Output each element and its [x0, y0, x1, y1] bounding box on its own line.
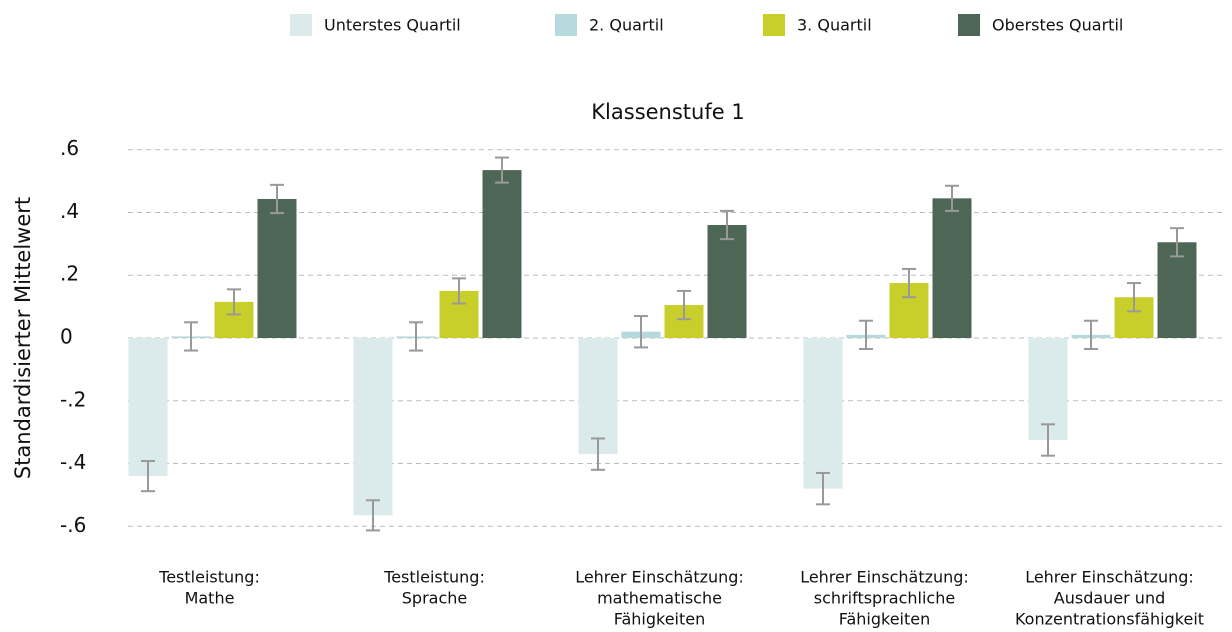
- error-bar: [677, 289, 691, 321]
- error-bar: [902, 267, 916, 299]
- x-tick-label: Fähigkeiten: [839, 610, 931, 629]
- error-bar: [1170, 227, 1184, 258]
- legend-label: 2. Quartil: [589, 16, 664, 35]
- x-tick-label: Lehrer Einschätzung:: [1025, 568, 1194, 587]
- error-bar: [720, 209, 734, 241]
- legend-label: 3. Quartil: [797, 16, 872, 35]
- legend-swatch: [763, 14, 785, 36]
- x-tick-label: Mathe: [185, 589, 235, 608]
- error-bar: [1127, 282, 1141, 313]
- error-bar: [366, 499, 380, 532]
- legend-label: Unterstes Quartil: [324, 16, 461, 35]
- y-tick-label: .2: [60, 262, 79, 286]
- x-tick-label: Lehrer Einschätzung:: [800, 568, 969, 587]
- x-tick-label: Ausdauer und: [1054, 589, 1165, 608]
- bar: [128, 338, 168, 477]
- bar: [482, 170, 522, 338]
- y-tick-label: .6: [60, 136, 79, 160]
- error-bar: [141, 460, 155, 493]
- x-tick-label: Konzentrationsfähigkeit: [1015, 610, 1204, 629]
- legend-swatch: [555, 14, 577, 36]
- error-bar: [591, 437, 605, 471]
- y-tick-label: 0: [60, 325, 73, 349]
- x-tick-label: mathematische: [597, 589, 722, 608]
- legend-swatch: [290, 14, 312, 36]
- error-bar: [270, 183, 284, 215]
- x-tick-label: Lehrer Einschätzung:: [575, 568, 744, 587]
- y-axis-label: Standardisierter Mittelwert: [11, 197, 35, 479]
- bar: [803, 338, 843, 489]
- error-bar: [409, 321, 423, 352]
- error-bar: [816, 471, 830, 506]
- y-tick-label: .4: [60, 199, 79, 223]
- error-bar: [1084, 319, 1098, 350]
- error-bar: [184, 321, 198, 352]
- bar: [1028, 338, 1068, 440]
- bar: [1157, 242, 1197, 338]
- y-tick-label: -.6: [60, 513, 86, 537]
- error-bar: [859, 319, 873, 350]
- x-tick-label: Testleistung:: [158, 568, 260, 587]
- y-tick-label: -.2: [60, 387, 86, 411]
- legend-swatch: [958, 14, 980, 36]
- chart-title: Klassenstufe 1: [591, 100, 744, 124]
- error-bar: [634, 315, 648, 349]
- error-bar: [227, 288, 241, 316]
- bar: [353, 338, 393, 516]
- y-tick-label: -.4: [60, 450, 86, 474]
- error-bar: [945, 184, 959, 212]
- x-tick-label: Fähigkeiten: [614, 610, 706, 629]
- x-tick-label: schriftsprachliche: [814, 589, 955, 608]
- error-bar: [1041, 423, 1055, 457]
- bar: [257, 198, 297, 338]
- bar: [707, 225, 747, 338]
- error-bar: [495, 156, 509, 184]
- x-tick-label: Testleistung:: [383, 568, 485, 587]
- legend-label: Oberstes Quartil: [992, 16, 1123, 35]
- bar: [932, 198, 972, 338]
- error-bar: [452, 277, 466, 305]
- x-tick-label: Sprache: [402, 589, 467, 608]
- bar: [578, 338, 618, 455]
